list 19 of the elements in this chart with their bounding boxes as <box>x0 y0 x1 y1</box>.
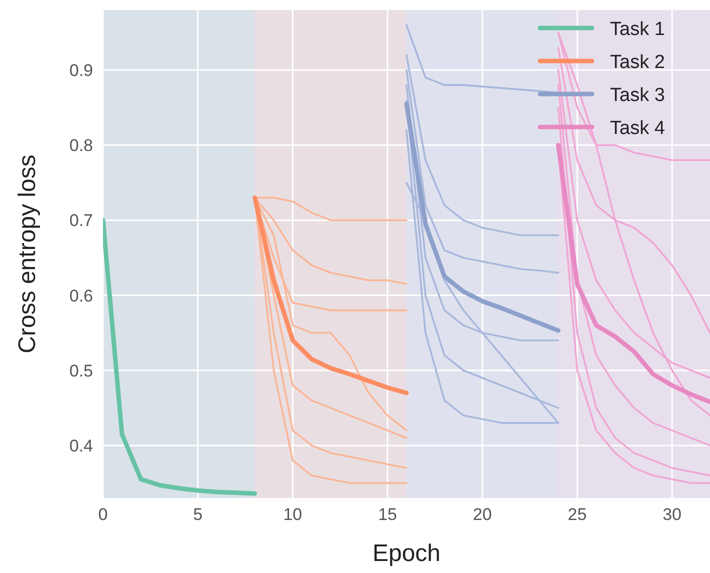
y-tick-label: 0.6 <box>69 286 93 306</box>
x-tick-label: 10 <box>283 505 302 524</box>
y-axis-title: Cross entropy loss <box>14 154 41 354</box>
x-tick-label: 20 <box>472 505 492 524</box>
legend-label: Task 4 <box>610 118 666 139</box>
y-tick-label: 0.8 <box>69 136 93 156</box>
x-tick-label: 0 <box>98 505 108 524</box>
x-tick-label: 15 <box>378 505 397 524</box>
x-axis-title: Epoch <box>372 540 441 567</box>
x-tick-label: 5 <box>193 505 203 524</box>
y-tick-label: 0.9 <box>69 61 93 80</box>
x-tick-label: 25 <box>568 505 587 524</box>
y-tick-label: 0.5 <box>69 361 93 380</box>
y-tick-label: 0.4 <box>69 436 93 456</box>
legend-label: Task 3 <box>610 85 665 106</box>
legend-label: Task 1 <box>610 19 665 40</box>
y-tick-label: 0.7 <box>69 211 93 230</box>
legend-label: Task 2 <box>610 52 665 73</box>
x-tick-label: 30 <box>662 505 682 524</box>
